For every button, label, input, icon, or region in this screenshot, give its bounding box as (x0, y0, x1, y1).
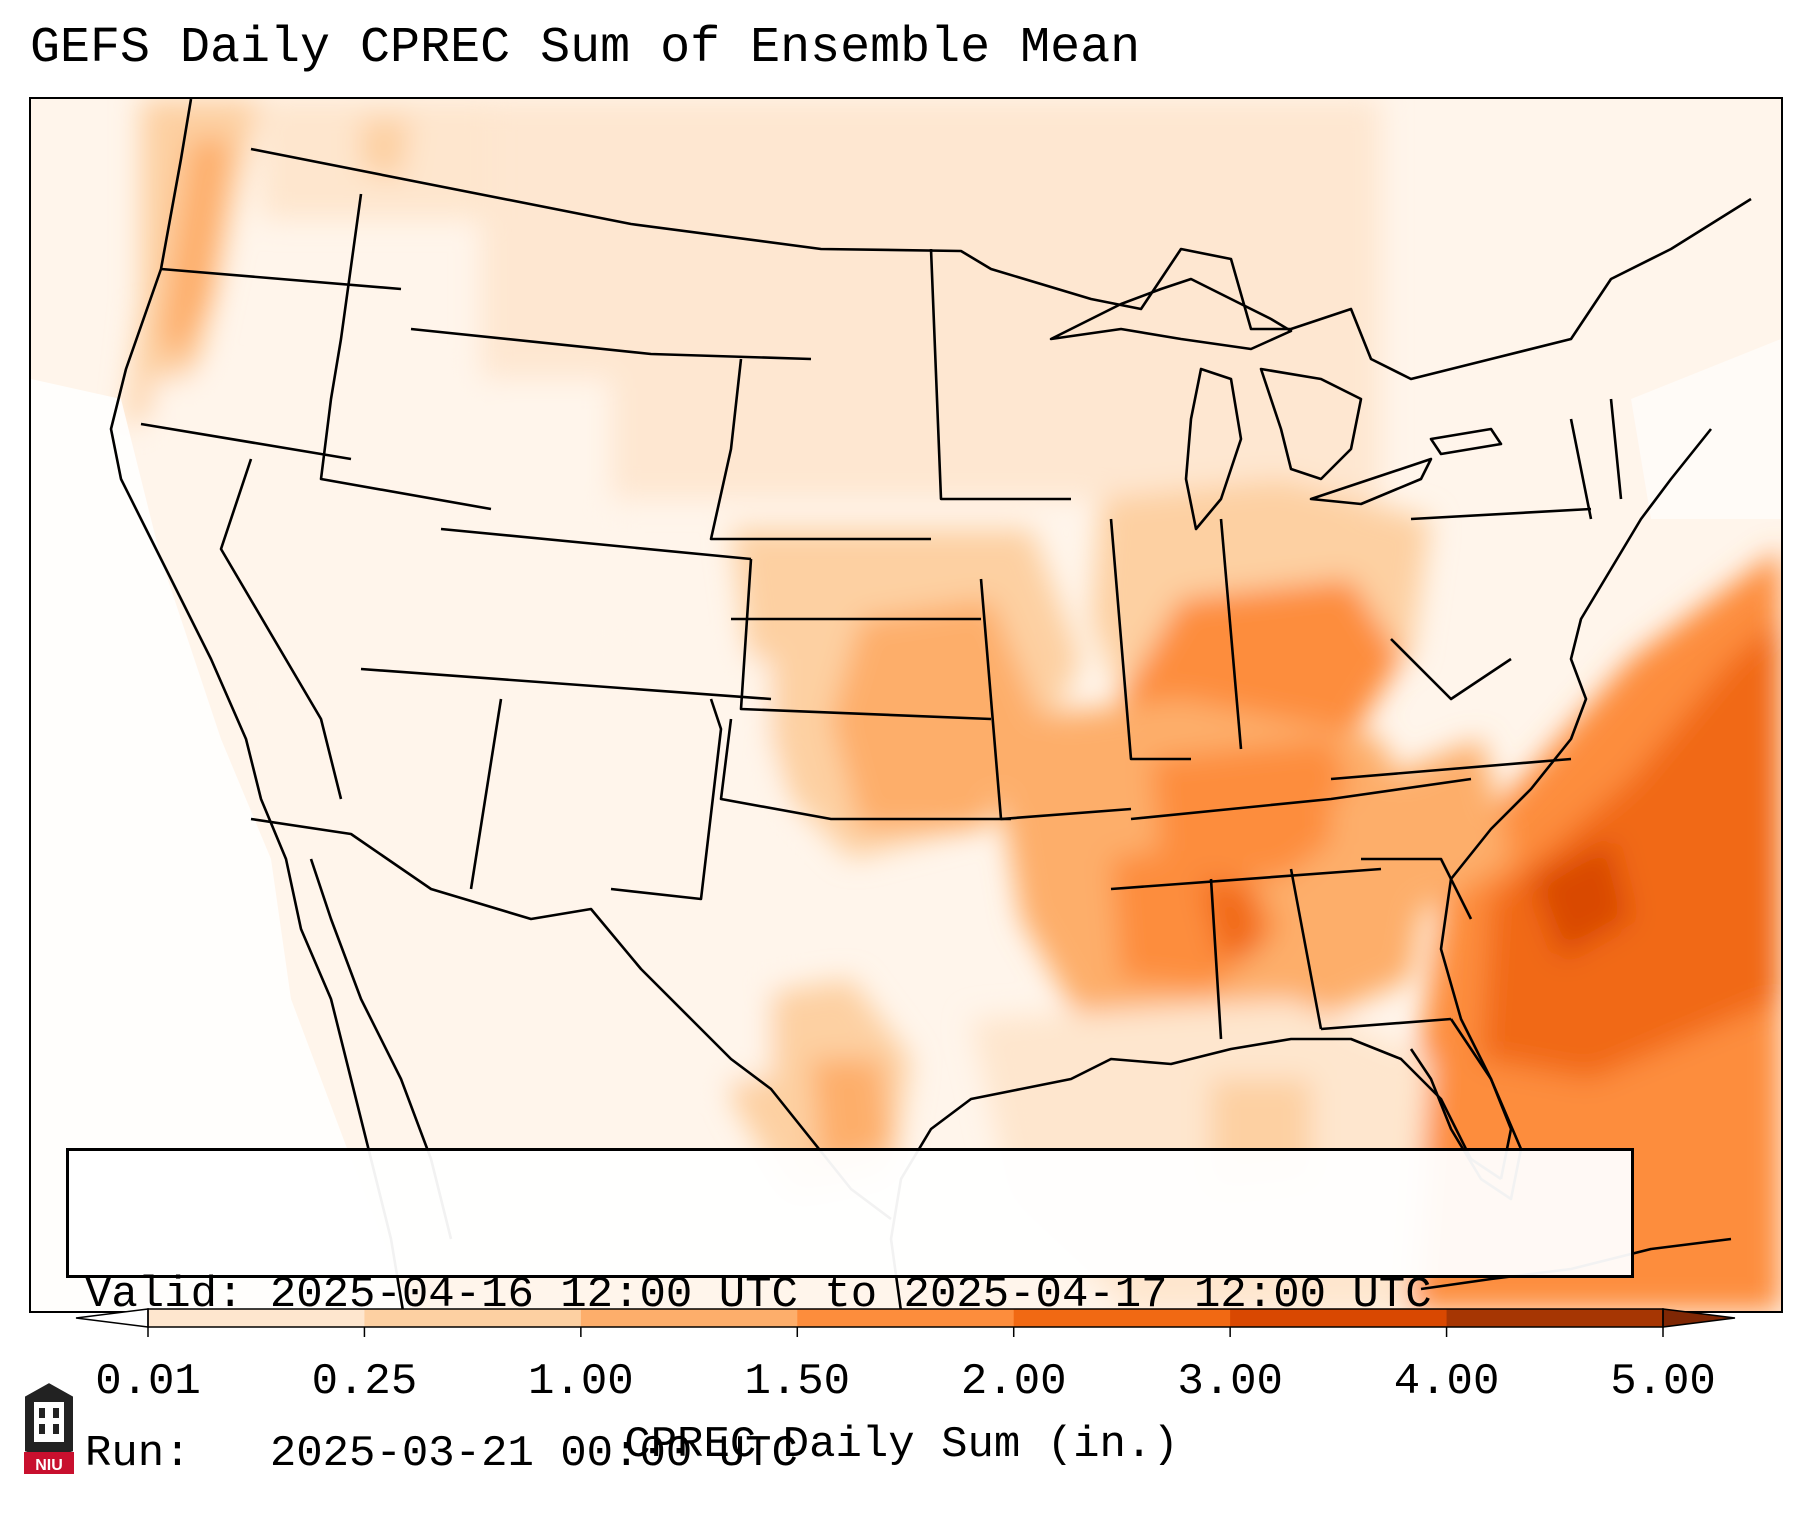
state-line-nc-va (1330, 757, 1572, 781)
lake-michigan (1184, 367, 1243, 531)
state-line-ga-fl (1320, 1017, 1452, 1031)
state-line-mo (979, 578, 1132, 821)
lake-huron (1259, 367, 1363, 481)
state-line-mt-wy (410, 327, 812, 361)
state-line-pa-ny (1410, 507, 1592, 521)
state-line-wa-or (160, 267, 402, 291)
state-line-wv-va (1390, 638, 1512, 701)
colorbar-segment (580, 1309, 798, 1327)
dry-area-pacific (31, 379, 411, 1311)
state-line-ms-al (1209, 878, 1223, 1040)
colorbar-tick-label: 0.01 (95, 1357, 201, 1407)
logo-band (24, 1452, 74, 1474)
colorbar-segment (1446, 1309, 1664, 1327)
lake-ontario (1429, 427, 1503, 456)
colorbar-segment (1230, 1309, 1448, 1327)
lake-superior (1049, 277, 1293, 351)
precip-area-pnw-core (161, 139, 231, 359)
colorbar-segment (364, 1309, 582, 1327)
colorbar-tick-label: 0.25 (311, 1357, 418, 1407)
state-line-ut-az (360, 667, 772, 701)
state-line-or-ca (140, 422, 352, 461)
map-panel (29, 97, 1783, 1313)
lake-erie (1309, 457, 1433, 506)
colorbar-over-arrow (1662, 1308, 1736, 1328)
state-line-tn-ms-al (1110, 867, 1382, 891)
state-line-sc (1361, 857, 1473, 920)
coastline-west (109, 99, 405, 1311)
coastline-east (1439, 428, 1713, 1180)
page-title: GEFS Daily CPREC Sum of Ensemble Mean (30, 20, 1141, 77)
state-line-id (319, 193, 492, 511)
colorbar-segments (148, 1309, 1664, 1327)
state-line-wy-co (440, 527, 752, 561)
colorbar-ticks (147, 1327, 1664, 1337)
state-line-co-ks (739, 558, 992, 721)
precip-area-great-basin (151, 379, 611, 679)
state-line-ok-tx (719, 718, 1011, 821)
colorbar-tick-label: 1.00 (528, 1357, 634, 1407)
state-line-nm-tx (610, 698, 723, 901)
state-line-ca-nv (219, 458, 343, 800)
precip-area-cascades (361, 119, 411, 179)
run-time-text: Run: 2025-03-21 00:00 UTC (85, 1429, 798, 1479)
us-mexico-border (250, 817, 892, 1221)
state-line-new-england (1569, 398, 1623, 520)
colorbar-segment (797, 1309, 1015, 1327)
precip-area-north-plains (481, 99, 1381, 499)
precip-area-carolinas (1331, 739, 1511, 919)
colorbar-segment (148, 1309, 365, 1327)
state-line-oh (1219, 518, 1243, 750)
niu-logo: NIU (23, 1380, 75, 1474)
colorbar-tick-label: 1.50 (744, 1357, 851, 1407)
precip-area-southwest (251, 659, 771, 1079)
state-line-az-nm (469, 698, 503, 890)
precip-area-south-texas (811, 1059, 891, 1169)
us-canada-border (250, 147, 1752, 381)
colorbar-outline (147, 1308, 1664, 1328)
colorbar-tick-label: 3.00 (1177, 1357, 1283, 1407)
precip-map (31, 99, 1781, 1311)
precip-area-atlantic-core (1531, 839, 1631, 959)
dry-area-northeast (1631, 339, 1781, 519)
state-line-al-ga (1289, 868, 1323, 1030)
precip-area-atlantic-offshore (1481, 619, 1781, 1079)
colorbar (75, 1308, 1736, 1337)
state-line-mn-ia (929, 248, 1071, 501)
logo-text: NIU (35, 1457, 63, 1474)
colorbar-tick-label: 2.00 (960, 1357, 1067, 1407)
state-line-il-in (1109, 518, 1191, 761)
state-line-ky-tn (1130, 777, 1472, 821)
colorbar-segment (1013, 1309, 1231, 1327)
colorbar-title: CPREC Daily Sum (in.) (624, 1420, 1179, 1470)
run-info-box: Valid: 2025-04-16 12:00 UTC to 2025-04-1… (66, 1148, 1634, 1479)
colorbar-tick-label: 4.00 (1393, 1357, 1500, 1407)
state-line-nd-sd (709, 358, 931, 541)
colorbar-under-arrow (75, 1308, 149, 1328)
colorbar-tick-label: 5.00 (1610, 1357, 1716, 1407)
